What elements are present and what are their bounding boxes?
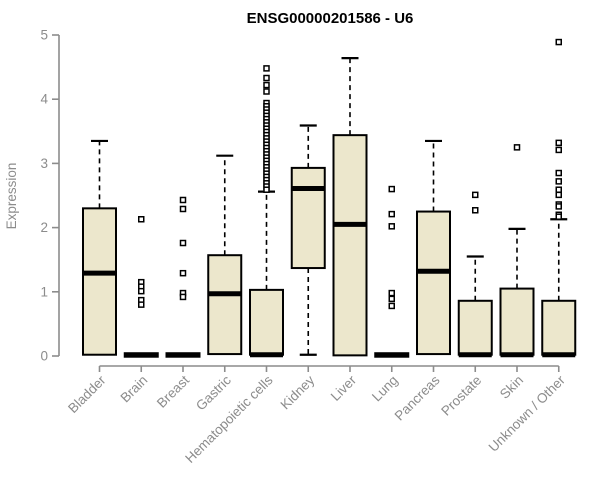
outlier-point [179,205,187,213]
x-category-label: Gastric [193,372,234,413]
outlier-point [138,216,145,223]
outlier-point [555,169,562,177]
y-tick-label: 0 [40,349,48,364]
box-prostate [457,191,493,358]
x-category-label: Brain [117,373,150,406]
box-unknown-other [541,38,577,358]
box-pancreas [416,139,451,356]
x-category-label: Pancreas [392,372,443,423]
iqr-box [249,288,284,356]
x-category-label: Breast [154,372,192,410]
outlier-point [179,239,187,247]
y-axis: 0 1 2 3 4 5 [40,28,60,364]
box-breast [165,196,201,358]
outlier-point [388,210,395,218]
outlier-point [388,295,395,303]
y-axis-label: Expression [4,163,19,230]
outlier-point [263,88,270,95]
outlier-point [555,191,562,199]
outlier-point [263,74,270,82]
outlier-point [555,186,562,193]
outlier-point [513,144,521,151]
iqr-box [541,299,577,356]
outlier-point [263,65,270,72]
outlier-point [555,146,562,154]
iqr-box [290,166,326,270]
outlier-point [388,289,395,297]
box-bladder [82,139,117,356]
outlier-point [138,301,145,308]
outlier-point [138,287,145,295]
x-category-label: Kidney [278,372,318,412]
x-category-label: Liver [328,372,360,404]
outlier-point [555,178,562,185]
x-category-label: Skin [497,373,526,402]
outlier-point [179,269,187,277]
collapsed-box [374,352,410,358]
outlier-point [179,196,187,204]
outlier-point [555,203,562,210]
box-brain [123,216,159,358]
box-gastric [207,154,243,356]
x-category-label: Bladder [65,372,109,416]
outlier-point [263,186,270,193]
outlier-point [555,38,562,46]
box-kidney [290,124,326,356]
outlier-point [263,81,270,89]
x-category-label: Lung [369,373,401,405]
outlier-point [555,139,562,147]
y-tick-label: 3 [40,156,48,171]
iqr-box [332,134,368,357]
box-liver [332,57,368,357]
y-tick-label: 5 [40,28,48,43]
outlier-point [388,185,395,193]
x-category-label: Unknown / Other [486,372,569,455]
outlier-point [555,213,562,220]
box-skin [499,144,535,358]
iqr-box [416,210,451,356]
outlier-point [388,302,395,310]
boxes-group [82,38,577,358]
iqr-box [499,287,535,356]
collapsed-box [123,352,159,358]
x-category-label: Prostate [438,373,484,419]
y-tick-label: 1 [40,284,48,299]
outlier-point [472,207,479,214]
outlier-point [179,293,187,301]
outlier-point [388,223,395,230]
iqr-box [207,254,243,356]
collapsed-box [165,352,201,358]
outlier-point [472,191,479,199]
chart-title: ENSG00000201586 - U6 [247,10,414,27]
y-tick-label: 2 [40,220,48,235]
box-hematopoietic-cells [249,65,284,358]
box-lung [374,185,410,358]
y-tick-label: 4 [40,92,48,107]
iqr-box [457,299,493,356]
iqr-box [82,207,117,356]
